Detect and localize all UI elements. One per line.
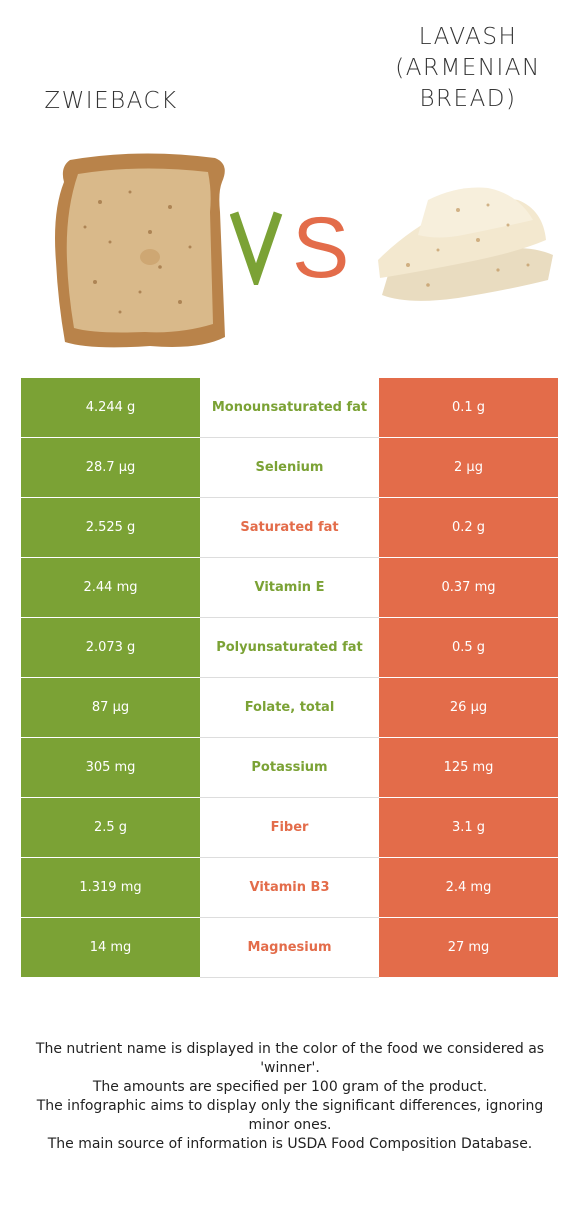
- table-row: 4.244 g Monounsaturated fat 0.1 g: [21, 378, 558, 438]
- nutrient-name: Folate, total: [200, 677, 379, 738]
- table-row: 2.525 g Saturated fat 0.2 g: [21, 497, 558, 558]
- left-value: 2.44 mg: [21, 557, 200, 618]
- table-row: 2.44 mg Vitamin E 0.37 mg: [21, 557, 558, 618]
- left-value: 87 µg: [21, 677, 200, 738]
- left-value: 1.319 mg: [21, 857, 200, 918]
- nutrient-name: Polyunsaturated fat: [200, 617, 379, 678]
- right-value: 3.1 g: [379, 797, 558, 858]
- lavash-image: [378, 187, 553, 301]
- table-row: 87 µg Folate, total 26 µg: [21, 677, 558, 738]
- table-row: 2.073 g Polyunsaturated fat 0.5 g: [21, 617, 558, 678]
- table-row: 14 mg Magnesium 27 mg: [21, 917, 558, 978]
- right-value: 0.37 mg: [379, 557, 558, 618]
- left-value: 14 mg: [21, 917, 200, 978]
- nutrient-name: Saturated fat: [200, 497, 379, 558]
- left-food-title: ZWIEBACK: [44, 88, 178, 114]
- left-value: 2.073 g: [21, 617, 200, 678]
- footnote: The nutrient name is displayed in the co…: [30, 1040, 550, 1154]
- footnote-line: The amounts are specified per 100 gram o…: [92, 1079, 488, 1095]
- right-value: 2.4 mg: [379, 857, 558, 918]
- vs-graphic: S: [230, 205, 349, 285]
- zwieback-image: [55, 153, 225, 348]
- vs-s-letter: S: [292, 205, 349, 285]
- table-row: 28.7 µg Selenium 2 µg: [21, 437, 558, 498]
- nutrient-name: Potassium: [200, 737, 379, 798]
- nutrient-name: Fiber: [200, 797, 379, 858]
- right-food-title: LAVASH (ARMENIAN BREAD): [395, 24, 541, 112]
- nutrient-name: Monounsaturated fat: [200, 378, 379, 438]
- left-value: 28.7 µg: [21, 437, 200, 498]
- right-value: 0.1 g: [379, 378, 558, 438]
- footnote-line: The infographic aims to display only the…: [36, 1098, 544, 1133]
- table-row: 305 mg Potassium 125 mg: [21, 737, 558, 798]
- right-value: 0.5 g: [379, 617, 558, 678]
- right-value: 26 µg: [379, 677, 558, 738]
- table-row: 2.5 g Fiber 3.1 g: [21, 797, 558, 858]
- right-value: 2 µg: [379, 437, 558, 498]
- left-value: 4.244 g: [21, 378, 200, 438]
- nutrient-name: Selenium: [200, 437, 379, 498]
- left-value: 2.525 g: [21, 497, 200, 558]
- right-value: 27 mg: [379, 917, 558, 978]
- nutrient-name: Magnesium: [200, 917, 379, 978]
- comparison-table: 4.244 g Monounsaturated fat 0.1 g 28.7 µg Se…: [21, 378, 558, 978]
- footnote-line: The nutrient name is displayed in the co…: [35, 1041, 545, 1076]
- left-value: 305 mg: [21, 737, 200, 798]
- right-value: 125 mg: [379, 737, 558, 798]
- table-row: 1.319 mg Vitamin B3 2.4 mg: [21, 857, 558, 918]
- nutrient-name: Vitamin E: [200, 557, 379, 618]
- footnote-line: The main source of information is USDA F…: [47, 1136, 533, 1152]
- nutrient-name: Vitamin B3: [200, 857, 379, 918]
- right-value: 0.2 g: [379, 497, 558, 558]
- left-value: 2.5 g: [21, 797, 200, 858]
